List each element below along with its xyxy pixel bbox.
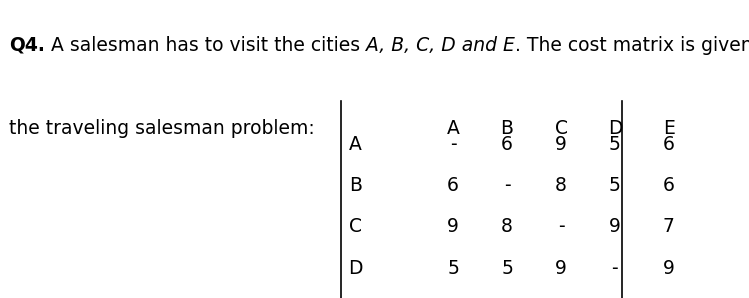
Text: 5: 5 [609,176,621,195]
Text: 8: 8 [555,176,567,195]
Text: 9: 9 [609,218,621,236]
Text: 7: 7 [663,218,675,236]
Text: 5: 5 [609,135,621,154]
Text: Q4.: Q4. [9,36,45,55]
Text: C: C [554,119,568,138]
Text: -: - [612,259,618,277]
Text: the traveling salesman problem:: the traveling salesman problem: [9,119,315,138]
Text: E: E [663,119,675,138]
Text: . The cost matrix is given below. Solve: . The cost matrix is given below. Solve [515,36,749,55]
Text: -: - [450,135,456,154]
Text: 6: 6 [501,135,513,154]
Text: D: D [348,259,363,277]
Text: A: A [349,135,363,154]
Text: -: - [558,218,564,236]
Text: 9: 9 [555,135,567,154]
Text: 6: 6 [447,176,459,195]
Text: 9: 9 [447,218,459,236]
Text: C: C [349,218,363,236]
Text: 6: 6 [663,135,675,154]
Text: A salesman has to visit the cities: A salesman has to visit the cities [45,36,366,55]
Text: 8: 8 [501,218,513,236]
Text: B: B [500,119,514,138]
Text: D: D [607,119,622,138]
Text: B: B [349,176,363,195]
Text: 9: 9 [555,259,567,277]
Text: A, B, C, D and E: A, B, C, D and E [366,36,515,55]
Text: 5: 5 [447,259,459,277]
Text: 9: 9 [663,259,675,277]
Text: 6: 6 [663,176,675,195]
Text: A: A [446,119,460,138]
Text: 5: 5 [501,259,513,277]
Text: -: - [504,176,510,195]
